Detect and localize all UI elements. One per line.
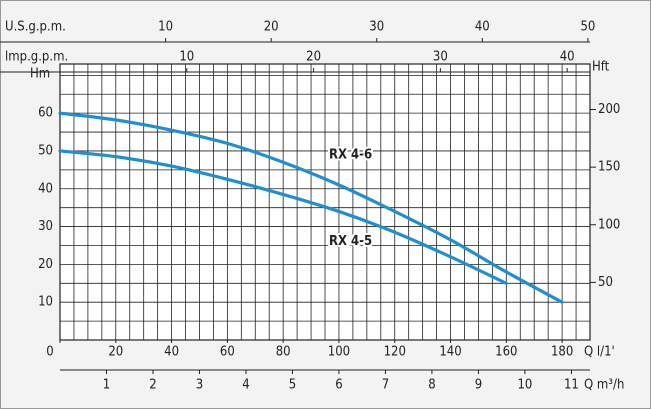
y2-axis-label: Hft	[592, 60, 610, 75]
x-tick-label: 20	[264, 20, 279, 35]
axis-label: lmp.g.p.m.	[5, 50, 68, 65]
x-tick-label: 2	[149, 378, 156, 393]
series-label: RX 4-6	[329, 147, 372, 162]
x-tick-label: 120	[384, 345, 406, 360]
series-label: RX 4-5	[329, 234, 372, 249]
x-tick-label: 0	[46, 345, 53, 360]
y2-tick-label: 200	[598, 102, 620, 117]
plot-frame	[59, 63, 591, 341]
x-tick-label: 9	[475, 378, 482, 393]
axis-label: U.S.g.p.m.	[5, 20, 66, 35]
x-tick-label: 20	[108, 345, 123, 360]
y-axis-label: Hm	[30, 67, 50, 82]
x-tick-label: 40	[164, 345, 179, 360]
x-tick-label: 1	[103, 378, 110, 393]
x-tick-label: 5	[289, 378, 296, 393]
x-tick-label: 60	[220, 345, 235, 360]
x-tick-label: 10	[179, 50, 194, 65]
x-tick-label: 40	[560, 50, 575, 65]
curve	[58, 111, 564, 304]
x-tick-label: 20	[306, 50, 321, 65]
y2-tick-label: 150	[598, 160, 620, 175]
x-tick-label: 100	[328, 345, 350, 360]
y-tick-label: 40	[38, 181, 53, 196]
x-tick-label: 10	[158, 20, 173, 35]
x-tick-label: 30	[369, 20, 384, 35]
x-tick-label: 40	[475, 20, 490, 35]
x-tick-label: 11	[564, 378, 579, 393]
y-tick-label: 60	[38, 106, 53, 121]
x-tick-label: 160	[495, 345, 517, 360]
x-tick-label: 7	[382, 378, 389, 393]
y-tick-label: 30	[38, 219, 53, 234]
x-tick-label: 80	[276, 345, 291, 360]
x-axis-label: Q l/1'	[584, 345, 615, 360]
y2-tick-label: 100	[598, 217, 620, 232]
x-tick-label: 4	[242, 378, 249, 393]
y2-tick-label: 50	[598, 275, 613, 290]
axis-label: Q m³/h	[584, 378, 624, 393]
x-tick-label: 10	[517, 378, 532, 393]
x-tick-label: 30	[433, 50, 448, 65]
y-tick-label: 20	[38, 257, 53, 272]
curve	[58, 149, 508, 285]
x-tick-label: 6	[335, 378, 342, 393]
y-tick-label: 10	[38, 295, 53, 310]
x-tick-label: 140	[439, 345, 461, 360]
x-tick-label: 8	[428, 378, 435, 393]
x-tick-label: 3	[196, 378, 203, 393]
y-tick-label: 50	[38, 143, 53, 158]
x-tick-label: 50	[580, 20, 595, 35]
x-tick-label: 180	[551, 345, 573, 360]
